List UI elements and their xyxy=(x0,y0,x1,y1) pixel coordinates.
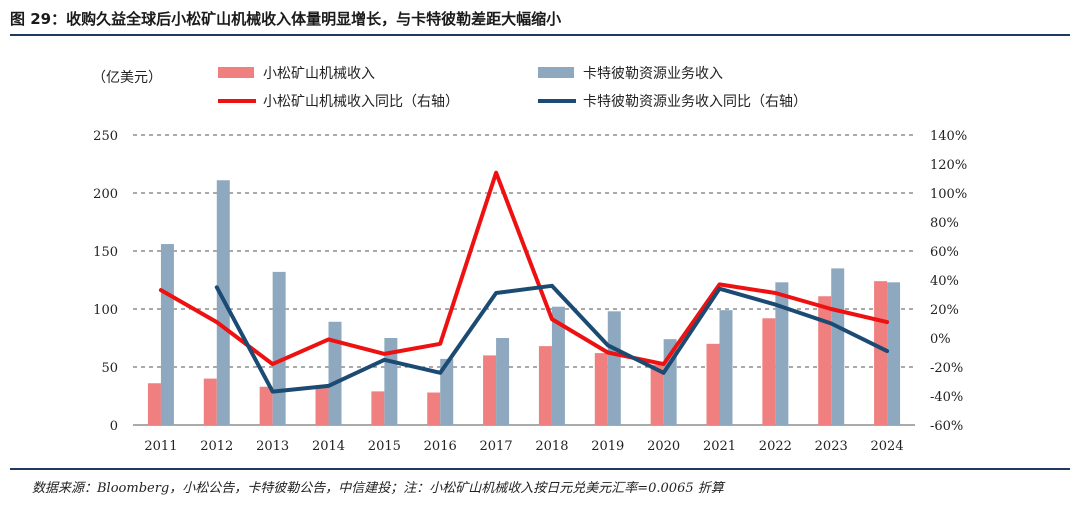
x-tick-label: 2014 xyxy=(312,439,345,454)
bars xyxy=(147,180,901,425)
y-right-tick-label: 80% xyxy=(930,216,959,231)
lines xyxy=(158,170,890,394)
y-right-tick-label: 140% xyxy=(930,129,967,144)
bar xyxy=(440,358,454,425)
bar xyxy=(650,364,664,425)
x-tick-label: 2015 xyxy=(368,439,401,454)
bar xyxy=(887,282,901,425)
bar xyxy=(874,281,888,425)
y-right-tick-label: -20% xyxy=(930,361,963,376)
bar xyxy=(147,383,161,425)
x-tick-label: 2021 xyxy=(703,439,736,454)
title-rule xyxy=(10,34,1070,36)
legend-swatch xyxy=(218,67,254,78)
legend-label: 小松矿山机械收入 xyxy=(263,66,375,82)
y-right-tick-label: 60% xyxy=(930,245,959,260)
x-tick-label: 2019 xyxy=(591,439,624,454)
y-right-tick-label: 120% xyxy=(930,158,967,173)
grid-lines xyxy=(133,134,915,426)
x-tick-label: 2022 xyxy=(759,439,792,454)
bar xyxy=(371,391,385,425)
x-tick-label: 2011 xyxy=(144,439,177,454)
x-tick-label: 2013 xyxy=(256,439,289,454)
bar xyxy=(762,318,776,425)
y-left-tick-label: 0 xyxy=(110,419,118,434)
y-left-tick-label: 200 xyxy=(93,187,118,202)
y-left-tick-label: 250 xyxy=(93,129,118,144)
bar xyxy=(551,306,565,425)
y-right-tick-label: -60% xyxy=(930,419,963,434)
x-tick-label: 2017 xyxy=(480,439,513,454)
bar xyxy=(496,338,510,425)
bar xyxy=(538,346,552,425)
left-axis-unit: （亿美元） xyxy=(92,70,162,86)
bar xyxy=(719,310,733,425)
bar xyxy=(315,386,329,425)
y-right-tick-label: 20% xyxy=(930,303,959,318)
bar xyxy=(427,392,441,425)
x-tick-label: 2012 xyxy=(200,439,233,454)
axis-labels: 0 50 100 150 200 250 -60% -40% -20% 0% 20% 40% 60% 80… xyxy=(92,70,967,454)
legend-label: 卡特彼勒资源业务收入 xyxy=(583,66,723,82)
bar xyxy=(259,386,273,425)
bar xyxy=(160,244,174,425)
bar xyxy=(594,353,608,425)
legend-label: 卡特彼勒资源业务收入同比（右轴） xyxy=(583,94,807,110)
y-right-tick-label: 100% xyxy=(930,187,967,202)
x-tick-label: 2024 xyxy=(871,439,904,454)
figure-title: 图 29：收购久益全球后小松矿山机械收入体量明显增长，与卡特彼勒差距大幅缩小 xyxy=(10,10,562,28)
bar xyxy=(483,355,497,425)
x-tick-label: 2020 xyxy=(647,439,680,454)
series-line xyxy=(158,170,890,367)
x-tick-label: 2018 xyxy=(535,439,568,454)
bar xyxy=(818,296,832,425)
footer-rule xyxy=(10,468,1070,470)
y-right-tick-label: -40% xyxy=(930,390,963,405)
y-left-tick-label: 50 xyxy=(101,361,118,376)
y-right-tick-label: 40% xyxy=(930,274,959,289)
x-tick-label: 2016 xyxy=(424,439,457,454)
bar xyxy=(831,268,845,425)
bar xyxy=(272,271,286,425)
y-left-tick-label: 100 xyxy=(93,303,118,318)
x-tick-label: 2023 xyxy=(815,439,848,454)
combo-chart: 0 50 100 150 200 250 -60% -40% -20% 0% 20% 40% 60% 80… xyxy=(92,66,967,454)
bar xyxy=(607,311,621,425)
legend-swatch xyxy=(538,67,574,78)
bar xyxy=(203,378,217,425)
bar xyxy=(328,321,342,425)
series-line xyxy=(214,283,890,394)
bar xyxy=(706,343,720,425)
legend-label: 小松矿山机械收入同比（右轴） xyxy=(263,94,459,110)
bar xyxy=(775,282,789,425)
y-right-tick-label: 0% xyxy=(930,332,951,347)
y-left-tick-label: 150 xyxy=(93,245,118,260)
source-note: 数据来源：Bloomberg，小松公告，卡特彼勒公告，中信建投；注：小松矿山机械… xyxy=(32,481,724,496)
